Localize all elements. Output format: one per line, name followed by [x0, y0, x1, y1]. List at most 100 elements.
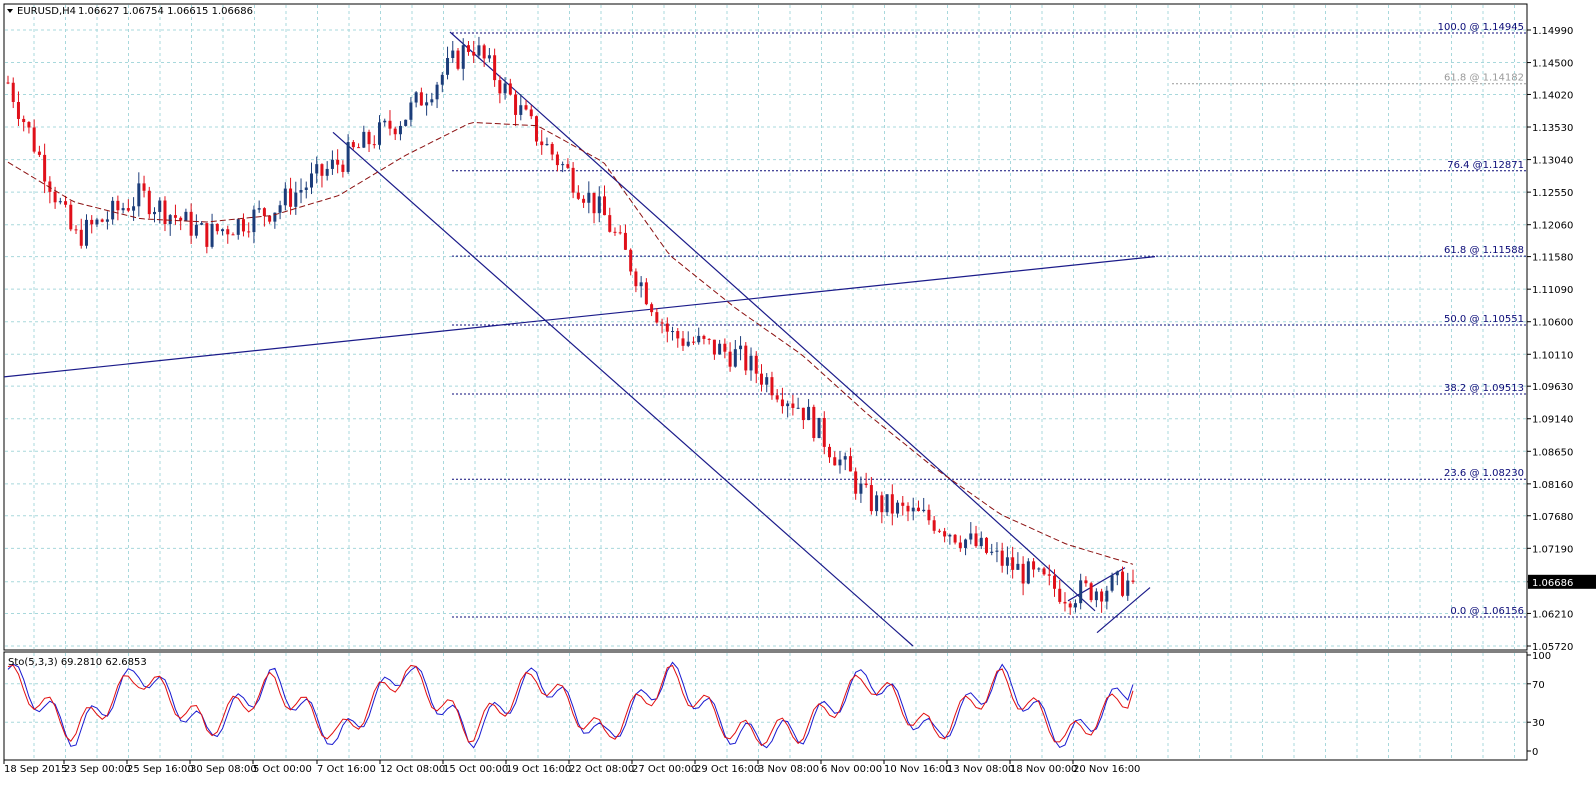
time-tick-label: 30 Sep 08:00	[190, 764, 257, 775]
price-tick-label: 1.11090	[1532, 285, 1573, 296]
candle-body	[22, 118, 26, 123]
candle-body	[1110, 575, 1114, 591]
candle-body	[43, 154, 47, 182]
candle-body	[309, 173, 313, 188]
candle-body	[864, 483, 868, 486]
candle-body	[132, 206, 136, 211]
candle-body	[221, 229, 225, 232]
candle-body	[644, 282, 648, 305]
collapse-triangle-icon[interactable]	[7, 9, 13, 13]
time-tick-label: 29 Oct 16:00	[695, 764, 760, 775]
candle-body	[388, 120, 392, 129]
price-tick-label: 1.07680	[1532, 512, 1573, 523]
candle-body	[419, 92, 423, 106]
candle-body	[32, 127, 36, 152]
candle-body	[315, 164, 319, 174]
price-tick-label: 1.09140	[1532, 415, 1573, 426]
candle-body	[111, 200, 115, 220]
candle-body	[691, 341, 695, 343]
candle-body	[519, 105, 523, 115]
price-tick-label: 1.08650	[1532, 447, 1573, 458]
stochastic-tick-label: 30	[1532, 718, 1545, 729]
candle-body	[796, 407, 800, 409]
candle-body	[618, 232, 622, 234]
channel-upper-extension	[949, 478, 1096, 612]
candle-body	[508, 83, 512, 95]
candle-body	[79, 229, 83, 246]
candle-body	[990, 551, 994, 553]
price-tick-label: 1.12060	[1532, 221, 1573, 232]
trend-lines	[3, 31, 1156, 647]
candle-body	[1105, 590, 1109, 602]
candle-body	[398, 125, 402, 135]
candle-body	[336, 159, 340, 165]
candle-body	[116, 200, 120, 211]
candle-body	[1053, 575, 1057, 589]
candle-body	[289, 188, 293, 207]
candle-body	[194, 224, 198, 236]
candle-body	[1094, 591, 1098, 601]
candle-body	[592, 192, 596, 214]
candle-body	[147, 190, 151, 215]
candle-body	[53, 191, 57, 203]
current-price-label: 1.06686	[1532, 578, 1573, 589]
candle-body	[215, 223, 219, 232]
candle-body	[634, 271, 638, 287]
candle-body	[969, 533, 973, 540]
candle-body	[241, 219, 245, 232]
candle-body	[210, 223, 214, 247]
candle-body	[299, 190, 303, 193]
candle-body	[357, 147, 361, 149]
candle-body	[262, 208, 266, 217]
candle-body	[869, 485, 873, 512]
candle-body	[880, 495, 884, 513]
time-tick-label: 3 Nov 08:00	[758, 764, 819, 775]
candle-body	[979, 537, 983, 547]
wedge-upper-line	[1067, 567, 1126, 602]
candle-body	[189, 211, 193, 236]
candle-body	[927, 509, 931, 521]
candle-body	[100, 219, 104, 222]
candle-body	[911, 507, 915, 512]
candle-body	[571, 167, 575, 193]
candle-body	[681, 338, 685, 346]
candle-body	[995, 550, 999, 552]
candle-body	[1079, 580, 1083, 604]
candle-body	[404, 119, 408, 126]
candle-body	[733, 349, 737, 367]
candle-body	[702, 335, 706, 339]
price-tick-label: 1.11580	[1532, 253, 1573, 264]
candle-body	[257, 208, 261, 210]
candle-body	[409, 102, 413, 120]
candle-body	[759, 373, 763, 385]
stochastic-tick-label: 100	[1532, 651, 1551, 662]
time-tick-label: 25 Sep 16:00	[127, 764, 194, 775]
candle-body	[838, 459, 842, 466]
candle-body	[1032, 561, 1036, 570]
candle-body	[953, 534, 957, 543]
candle-body	[665, 323, 669, 332]
candle-body	[655, 312, 659, 323]
time-tick-label: 22 Oct 08:00	[569, 764, 634, 775]
grid-lines	[5, 5, 1526, 759]
candle-body	[964, 539, 968, 548]
candle-body	[1084, 580, 1088, 584]
candle-body	[330, 159, 334, 169]
candle-body	[650, 304, 654, 313]
candle-body	[126, 208, 130, 211]
candle-body	[1011, 557, 1015, 570]
candle-body	[158, 200, 162, 212]
candle-body	[304, 187, 308, 191]
candle-body	[576, 192, 580, 199]
candle-body	[393, 128, 397, 135]
stochastic-title: Sto(5,3,3) 69.2810 62.6853	[8, 657, 147, 668]
chart-symbol: EURUSD,H4	[17, 6, 76, 17]
candle-body	[807, 406, 811, 421]
candle-body	[1063, 601, 1067, 604]
stochastic-tick-label: 0	[1532, 747, 1538, 758]
candle-body	[744, 345, 748, 371]
price-tick-label: 1.05720	[1532, 642, 1573, 653]
candle-body	[754, 355, 758, 374]
